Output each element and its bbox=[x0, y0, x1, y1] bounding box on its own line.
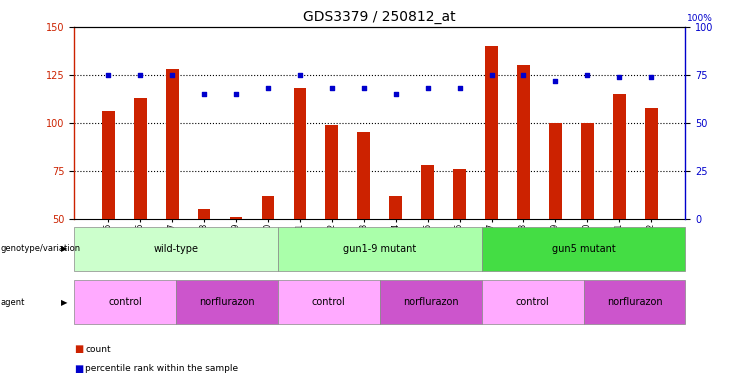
Text: ▶: ▶ bbox=[61, 298, 67, 307]
Bar bbox=[422, 165, 434, 219]
Point bbox=[294, 72, 306, 78]
Text: ■: ■ bbox=[74, 364, 83, 374]
Bar bbox=[581, 123, 594, 219]
Bar bbox=[613, 94, 625, 219]
Bar bbox=[453, 169, 466, 219]
Bar bbox=[166, 69, 179, 219]
Bar bbox=[549, 123, 562, 219]
Text: control: control bbox=[516, 297, 550, 308]
Point bbox=[390, 91, 402, 97]
Text: gun5 mutant: gun5 mutant bbox=[551, 243, 616, 254]
Point bbox=[645, 74, 657, 80]
Point bbox=[358, 85, 370, 91]
Bar bbox=[262, 196, 274, 219]
Bar bbox=[134, 98, 147, 219]
Point bbox=[453, 85, 465, 91]
Point bbox=[262, 85, 274, 91]
Bar bbox=[230, 217, 242, 219]
Text: ■: ■ bbox=[74, 344, 83, 354]
Point bbox=[422, 85, 433, 91]
Point bbox=[134, 72, 146, 78]
Point bbox=[550, 78, 562, 84]
Bar bbox=[485, 46, 498, 219]
Text: control: control bbox=[312, 297, 346, 308]
Point bbox=[517, 72, 529, 78]
Bar bbox=[645, 108, 657, 219]
Point bbox=[198, 91, 210, 97]
Bar bbox=[198, 209, 210, 219]
Text: norflurazon: norflurazon bbox=[199, 297, 255, 308]
Bar bbox=[102, 111, 115, 219]
Bar bbox=[389, 196, 402, 219]
Bar bbox=[517, 65, 530, 219]
Point bbox=[582, 72, 594, 78]
Point bbox=[166, 72, 178, 78]
Text: control: control bbox=[108, 297, 142, 308]
Text: 100%: 100% bbox=[687, 14, 713, 23]
Text: wild-type: wild-type bbox=[153, 243, 199, 254]
Point bbox=[326, 85, 338, 91]
Point bbox=[485, 72, 497, 78]
Text: agent: agent bbox=[1, 298, 25, 307]
Bar bbox=[357, 132, 370, 219]
Text: count: count bbox=[85, 345, 111, 354]
Text: gun1-9 mutant: gun1-9 mutant bbox=[343, 243, 416, 254]
Point bbox=[614, 74, 625, 80]
Bar bbox=[293, 88, 306, 219]
Bar bbox=[325, 125, 338, 219]
Title: GDS3379 / 250812_at: GDS3379 / 250812_at bbox=[304, 10, 456, 25]
Text: ▶: ▶ bbox=[61, 244, 67, 253]
Text: norflurazon: norflurazon bbox=[403, 297, 459, 308]
Point bbox=[102, 72, 114, 78]
Text: percentile rank within the sample: percentile rank within the sample bbox=[85, 364, 239, 373]
Text: norflurazon: norflurazon bbox=[607, 297, 662, 308]
Point bbox=[230, 91, 242, 97]
Text: genotype/variation: genotype/variation bbox=[1, 244, 81, 253]
